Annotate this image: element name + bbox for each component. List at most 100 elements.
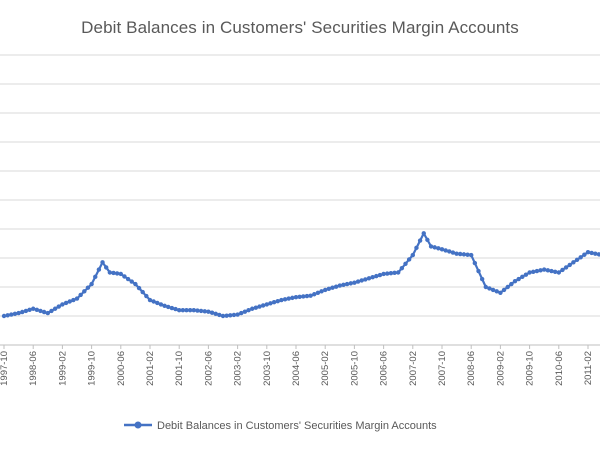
data-point	[297, 294, 302, 299]
data-point	[125, 276, 131, 282]
data-point	[472, 260, 478, 266]
data-point	[443, 248, 448, 253]
data-point	[454, 251, 459, 256]
data-point	[235, 312, 240, 317]
data-point	[406, 257, 412, 262]
data-point	[41, 309, 47, 315]
data-point	[169, 305, 175, 311]
x-tick-label: 2011-02	[583, 351, 594, 385]
data-point	[596, 252, 600, 257]
data-point	[1, 313, 7, 319]
data-point	[257, 304, 262, 309]
data-point	[78, 292, 83, 298]
data-point	[290, 295, 295, 301]
data-point	[151, 299, 156, 304]
data-point	[260, 303, 266, 308]
legend-marker	[134, 421, 142, 429]
data-point	[286, 296, 291, 301]
data-point	[198, 308, 204, 314]
data-point	[348, 281, 353, 286]
data-point	[578, 255, 583, 260]
data-point	[209, 310, 215, 315]
x-tick-label: 2008-06	[466, 351, 477, 386]
x-tick-label: 2001-02	[145, 351, 156, 386]
data-point	[304, 293, 310, 299]
data-point	[388, 271, 394, 276]
data-point	[268, 301, 273, 306]
data-point	[414, 245, 419, 251]
data-point	[545, 268, 551, 273]
data-point	[242, 309, 248, 314]
data-point	[144, 293, 149, 299]
data-point	[217, 312, 222, 318]
data-point	[385, 271, 390, 276]
data-point	[264, 302, 269, 307]
data-point	[71, 297, 76, 303]
data-point	[552, 269, 558, 274]
data-point	[275, 298, 280, 304]
data-point	[191, 308, 196, 313]
data-point	[330, 285, 335, 290]
x-tick-label: 1998-06	[28, 351, 39, 386]
data-point	[567, 262, 572, 268]
data-point	[593, 251, 598, 256]
data-point	[465, 252, 470, 257]
data-point	[523, 272, 529, 277]
data-point	[301, 294, 306, 299]
x-tick-label: 2009-10	[525, 351, 536, 386]
data-point	[279, 297, 284, 303]
data-point	[122, 274, 127, 279]
data-point	[366, 276, 372, 281]
data-point	[308, 293, 313, 298]
data-point	[505, 284, 510, 290]
data-point	[425, 237, 430, 243]
data-point	[432, 245, 437, 250]
data-point	[129, 279, 134, 284]
data-point	[27, 307, 32, 313]
data-point	[319, 289, 324, 294]
data-point	[12, 311, 18, 317]
data-point	[52, 306, 58, 311]
data-point	[100, 260, 105, 265]
x-tick-label: 2000-06	[116, 351, 127, 386]
data-point	[96, 267, 102, 272]
data-point	[114, 271, 120, 276]
data-point	[74, 296, 80, 301]
data-point	[556, 270, 561, 275]
x-tick-label: 2007-10	[437, 351, 448, 386]
data-point	[363, 277, 368, 282]
data-point	[538, 268, 543, 273]
data-point	[250, 306, 255, 311]
data-point	[31, 306, 36, 311]
data-point	[582, 252, 587, 257]
data-point	[399, 265, 405, 271]
data-point	[549, 268, 554, 274]
data-point	[417, 238, 423, 243]
data-point	[410, 252, 415, 258]
data-point	[63, 300, 69, 306]
data-point	[93, 274, 98, 280]
data-point	[542, 267, 547, 272]
data-point	[589, 250, 594, 256]
data-point	[147, 297, 153, 303]
data-point	[253, 305, 259, 310]
data-point	[560, 267, 565, 273]
data-point	[355, 279, 361, 284]
x-tick-label: 2010-06	[554, 351, 565, 386]
x-tick-label: 2005-10	[349, 351, 360, 386]
data-point	[60, 302, 65, 307]
data-point	[312, 292, 317, 297]
x-tick-label: 2003-10	[262, 351, 273, 386]
data-point	[180, 308, 186, 313]
data-point	[293, 294, 299, 300]
data-point	[585, 250, 591, 255]
data-point	[487, 286, 492, 291]
data-point	[184, 308, 189, 313]
data-point	[337, 283, 342, 288]
data-point	[315, 290, 321, 295]
legend-label: Debit Balances in Customers' Securities …	[157, 420, 437, 432]
data-point	[476, 268, 481, 274]
x-tick-label: 2003-02	[233, 351, 244, 386]
